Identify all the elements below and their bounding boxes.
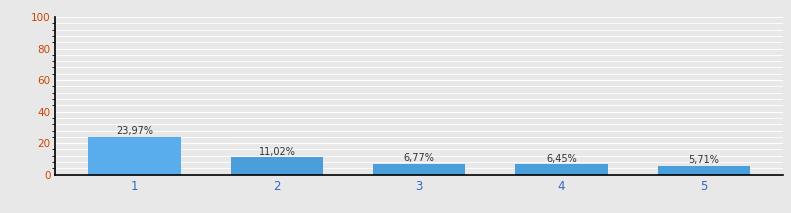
Bar [89,137,181,175]
Bar [515,164,607,175]
Text: 23,97%: 23,97% [116,126,153,136]
Text: 6,45%: 6,45% [546,154,577,164]
Text: 5,71%: 5,71% [688,155,719,165]
Bar [231,157,324,175]
Bar [657,166,750,175]
Text: 6,77%: 6,77% [403,153,435,163]
Bar [373,164,465,175]
Text: 11,02%: 11,02% [259,147,295,157]
